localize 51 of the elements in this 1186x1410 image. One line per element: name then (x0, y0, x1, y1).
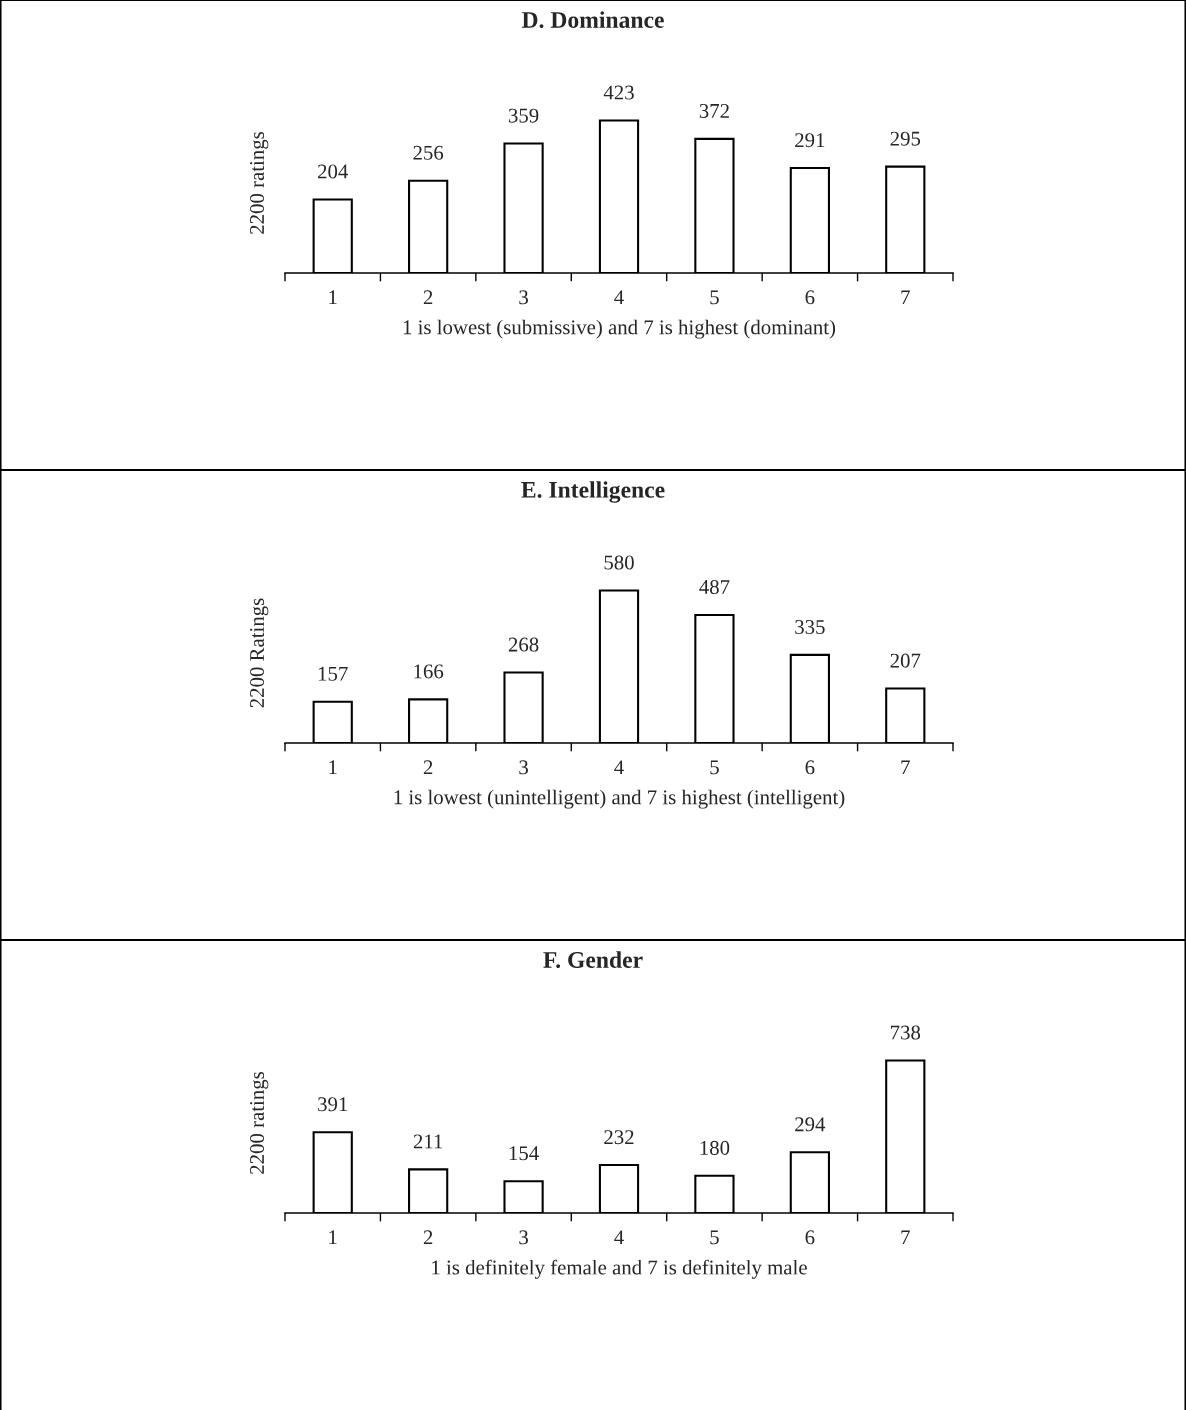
data-label: 211 (413, 1134, 443, 1149)
x-tick-label: 2 (423, 290, 433, 305)
data-label: 372 (699, 103, 729, 118)
x-axis-title: 1 is lowest (submissive) and 7 is highest (dominant) (403, 319, 836, 339)
x-tick-label: 4 (614, 760, 624, 775)
data-label: 256 (413, 145, 444, 160)
x-tick-label: 7 (901, 760, 910, 775)
x-tick-label: 3 (519, 760, 528, 775)
x-tick-label: 7 (901, 290, 910, 305)
x-tick-label: 6 (805, 1230, 815, 1245)
data-label: 487 (699, 579, 730, 595)
data-label: 580 (604, 555, 634, 570)
data-label: 291 (795, 133, 825, 148)
x-tick-label: 3 (519, 290, 528, 305)
data-label: 157 (318, 666, 348, 681)
x-tick-label: 1 (329, 290, 337, 305)
x-tick-label: 3 (519, 1230, 528, 1245)
x-tick-label: 5 (710, 290, 719, 305)
x-axis-title: 1 is lowest (unintelligent) and 7 is highest (intelligent) (394, 789, 845, 809)
data-label: 359 (508, 108, 539, 123)
x-tick-label: 5 (710, 1230, 719, 1245)
y-axis-title: 2200 ratings (249, 1071, 269, 1174)
data-label: 154 (509, 1146, 539, 1161)
x-axis-title: 1 is definitely female and 7 is definitely male (432, 1259, 807, 1279)
chart-title: D. Dominance (521, 11, 664, 29)
x-tick-label: 2 (423, 760, 433, 775)
data-label: 391 (318, 1097, 348, 1112)
data-label: 335 (795, 619, 825, 634)
data-label: 232 (604, 1130, 634, 1145)
x-tick-label: 4 (614, 290, 624, 305)
y-axis-title: 2200 Ratings (249, 598, 269, 708)
y-axis-title: 2200 ratings (249, 131, 269, 234)
data-label: 295 (890, 131, 921, 146)
data-label: 204 (318, 164, 349, 179)
data-label: 423 (603, 85, 634, 100)
chart-title: F. Gender (543, 951, 643, 969)
data-label: 268 (508, 637, 539, 652)
data-label: 166 (414, 664, 444, 679)
x-tick-label: 1 (329, 1230, 337, 1245)
x-tick-label: 4 (614, 1230, 624, 1245)
x-tick-label: 6 (805, 760, 815, 775)
data-label: 738 (891, 1025, 921, 1040)
data-label: 207 (890, 653, 921, 668)
x-tick-label: 5 (710, 760, 719, 775)
x-tick-label: 2 (423, 1230, 433, 1245)
chart-title: E. Intelligence (521, 481, 665, 503)
data-label: 294 (795, 1117, 826, 1132)
data-label: 180 (700, 1140, 730, 1155)
x-tick-label: 6 (805, 290, 815, 305)
x-tick-label: 7 (901, 1230, 910, 1245)
x-tick-label: 1 (329, 760, 337, 775)
